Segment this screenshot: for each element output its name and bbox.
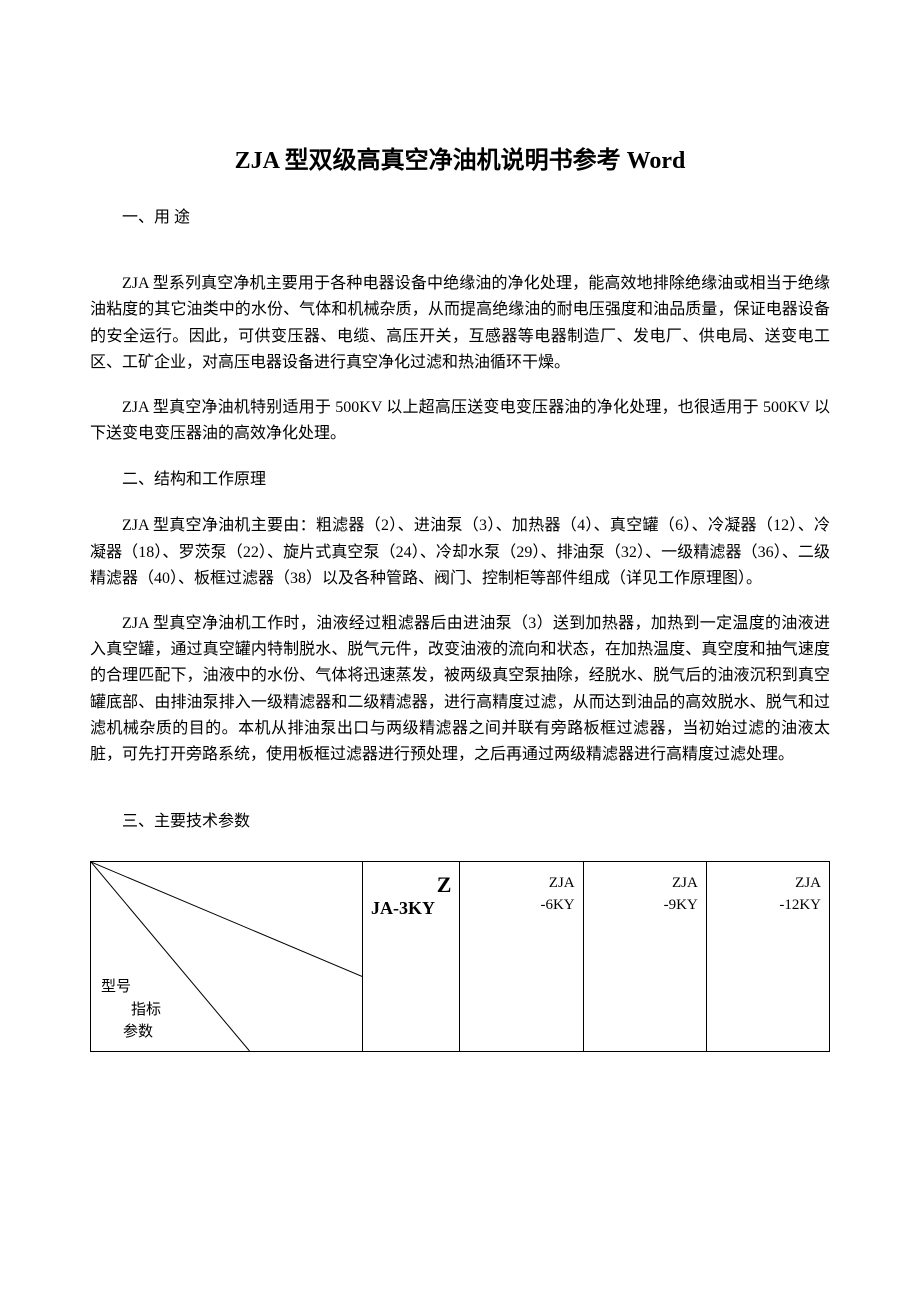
section-2-paragraph-1: ZJA 型真空净油机主要由：粗滤器（2）、进油泵（3）、加热器（4）、真空罐（6… [90, 513, 830, 592]
parameters-table: 型号 指标 参数 Z JA-3KY ZJA -6KY ZJA -9KY ZJA … [90, 861, 830, 1052]
model-3-top: ZJA [592, 872, 698, 895]
section-2-heading: 二、结构和工作原理 [90, 465, 830, 489]
header-label-model: 型号 [101, 975, 131, 996]
section-1-heading: 一、用 途 [90, 203, 830, 227]
spacer [90, 787, 830, 807]
model-3-bottom: -9KY [592, 894, 698, 917]
model-2-bottom: -6KY [468, 894, 574, 917]
table-column-2: ZJA -6KY [460, 861, 583, 1051]
section-2-paragraph-2: ZJA 型真空净油机工作时，油液经过粗滤器后由进油泵（3）送到加热器，加热到一定… [90, 611, 830, 769]
section-3-heading: 三、主要技术参数 [90, 807, 830, 831]
model-4-bottom: -12KY [715, 894, 821, 917]
spacer [90, 251, 830, 271]
model-4-top: ZJA [715, 872, 821, 895]
table-column-3: ZJA -9KY [583, 861, 706, 1051]
table-column-4: ZJA -12KY [706, 861, 829, 1051]
table-row: 型号 指标 参数 Z JA-3KY ZJA -6KY ZJA -9KY ZJA … [91, 861, 830, 1051]
model-z-label: Z [371, 872, 452, 898]
header-label-indicator: 指标 [131, 998, 161, 1019]
document-title: ZJA 型双级高真空净油机说明书参考 Word [90, 140, 830, 175]
header-label-param: 参数 [123, 1020, 153, 1041]
section-1-paragraph-1: ZJA 型系列真空净机主要用于各种电器设备中绝缘油的净化处理，能高效地排除绝缘油… [90, 271, 830, 377]
section-1-paragraph-2: ZJA 型真空净油机特别适用于 500KV 以上超高压送变电变压器油的净化处理，… [90, 395, 830, 448]
table-header-diagonal-cell: 型号 指标 参数 [91, 861, 363, 1051]
model-2-top: ZJA [468, 872, 574, 895]
model-1-label: JA-3KY [371, 898, 435, 918]
table-column-1: Z JA-3KY [362, 861, 460, 1051]
